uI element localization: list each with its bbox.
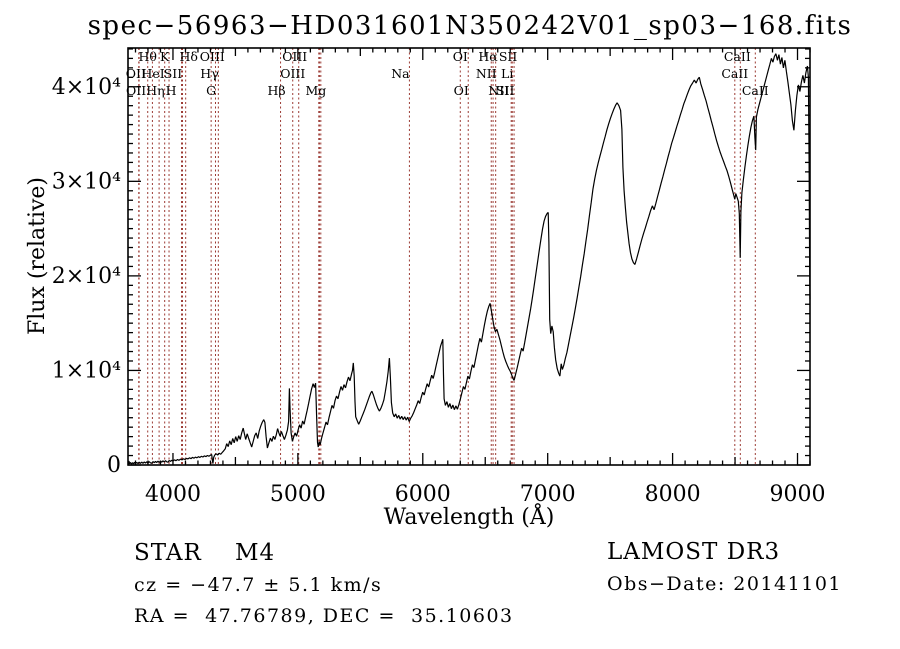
spectral-line-label: Mg xyxy=(305,83,326,98)
spectral-line-label: Hδ xyxy=(179,49,197,64)
y-axis-title: Flux (relative) xyxy=(25,177,50,335)
spectral-line-label: OIII xyxy=(282,49,307,64)
spectral-line-label: OI xyxy=(454,83,469,98)
spectral-line-label: G xyxy=(206,83,216,98)
radec-annotation: RA = 47.76789, DEC = 35.10603 xyxy=(134,605,514,627)
spectral-line-label: Hγ xyxy=(200,66,218,81)
spectral-line-label: HeI xyxy=(141,66,164,81)
spectral-line-label: Hη xyxy=(146,83,164,98)
x-tick-label: 4000 xyxy=(145,482,201,507)
y-tick-label: 4×10⁴ xyxy=(52,75,121,100)
y-tick-label: 1×10⁴ xyxy=(52,358,121,383)
spectral-line-label: CaII xyxy=(724,49,751,64)
spectral-line-label: H xyxy=(166,83,177,98)
obsdate-annotation: Obs−Date: 20141101 xyxy=(607,573,842,595)
spectral-line-label: Li xyxy=(501,66,513,81)
plot-title: spec−56963−HD031601N350242V01_sp03−168.f… xyxy=(88,11,853,41)
x-tick-label: 6000 xyxy=(395,482,451,507)
spectral-line-label: NII xyxy=(476,66,497,81)
spectral-line-label: OII xyxy=(126,83,146,98)
spectral-line-label: SII xyxy=(496,83,515,98)
class-annotation: STAR M4 xyxy=(134,540,275,566)
x-axis-title: Wavelength (Å) xyxy=(384,502,555,530)
y-tick-label: 0 xyxy=(107,453,121,478)
x-tick-label: 5000 xyxy=(270,482,326,507)
spectral-line-label: CaII xyxy=(742,83,769,98)
plot-frame xyxy=(127,47,811,466)
axis-ticks xyxy=(128,48,811,466)
spectral-line-label: OIII xyxy=(280,66,305,81)
survey-annotation: LAMOST DR3 xyxy=(607,539,780,565)
x-tick-label: 9000 xyxy=(770,482,826,507)
y-tick-label: 2×10⁴ xyxy=(52,264,121,289)
spectral-line-label: Hβ xyxy=(267,83,285,98)
y-tick-label: 3×10⁴ xyxy=(52,169,121,194)
spectral-line-label: NII xyxy=(488,83,509,98)
spectral-line-labels: OIIOIIHθHηHeIKHSIIHδGHγOIIIHβOIIIOIIIMgN… xyxy=(126,49,769,98)
spectral-line-label: SII xyxy=(164,66,183,81)
spectral-line-label: OII xyxy=(126,66,146,81)
x-tick-label: 7000 xyxy=(520,482,576,507)
spectral-line-label: Hα xyxy=(478,49,498,64)
spectral-line-markers xyxy=(138,48,756,465)
spectral-line-label: K xyxy=(160,49,170,64)
spectral-line-label: Hθ xyxy=(139,49,157,64)
spectral-line-label: OI xyxy=(453,49,468,64)
spectral-line-label: SII xyxy=(499,49,518,64)
axis-tick-labels: 4000 5000 6000 7000 8000 9000 0 1×10⁴ 2×10⁴ 3×10⁴… xyxy=(52,75,826,507)
spectral-line-label: CaII xyxy=(721,66,748,81)
cz-annotation: cz = −47.7 ± 5.1 km/s xyxy=(134,574,382,596)
spectrum-line xyxy=(127,53,811,465)
x-tick-label: 8000 xyxy=(645,482,701,507)
spectral-line-label: OIII xyxy=(200,49,225,64)
spectral-line-label: Na xyxy=(391,66,410,81)
